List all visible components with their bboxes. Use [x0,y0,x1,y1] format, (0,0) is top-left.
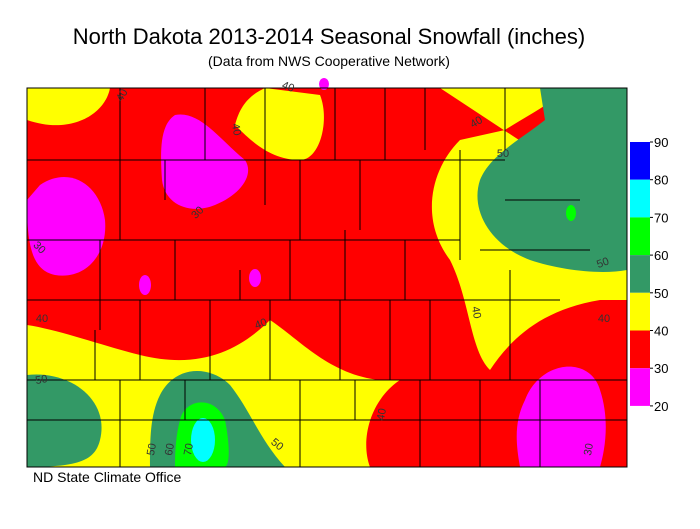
legend-tick-label: 30 [654,361,668,376]
map [26,78,628,468]
contour-label: 40 [36,313,48,325]
legend-swatch [630,292,650,331]
legend-swatch [630,255,650,293]
contour-label: 40 [468,114,485,131]
contour-label: 70 [182,442,196,456]
legend-tick-label: 70 [654,210,668,225]
contour-label: 50 [595,255,611,270]
contour-label: 40 [598,313,610,325]
contour-label: 50 [145,442,159,456]
subtitle: (Data from NWS Cooperative Network) [208,53,450,69]
legend-tick-label: 60 [654,248,668,263]
legend-swatch [630,330,650,369]
contour-label: 40 [114,87,131,104]
contour-label: 40 [253,316,269,331]
title: North Dakota 2013-2014 Seasonal Snowfall… [73,24,585,49]
contour-label: 60 [163,442,177,456]
contour-label: 40 [375,407,389,421]
legend: 90 80 70 60 50 40 30 20 [630,135,668,414]
legend-tick-label: 20 [654,399,668,414]
contour-label: 50 [497,148,509,160]
legend-swatch [630,179,650,218]
contour-label: 40 [280,79,296,94]
legend-tick-label: 50 [654,286,668,301]
legend-tick-label: 90 [654,135,668,150]
legend-tick-label: 80 [654,173,668,188]
legend-swatch [630,142,650,180]
legend-tick-label: 40 [654,324,668,339]
contour-label: 50 [34,373,48,387]
footer: ND State Climate Office [33,469,182,485]
legend-swatch [630,217,650,256]
contour-label: 40 [229,122,243,136]
contour-label: 30 [582,442,596,456]
contour-label: 40 [469,305,483,319]
legend-swatch [630,368,650,406]
